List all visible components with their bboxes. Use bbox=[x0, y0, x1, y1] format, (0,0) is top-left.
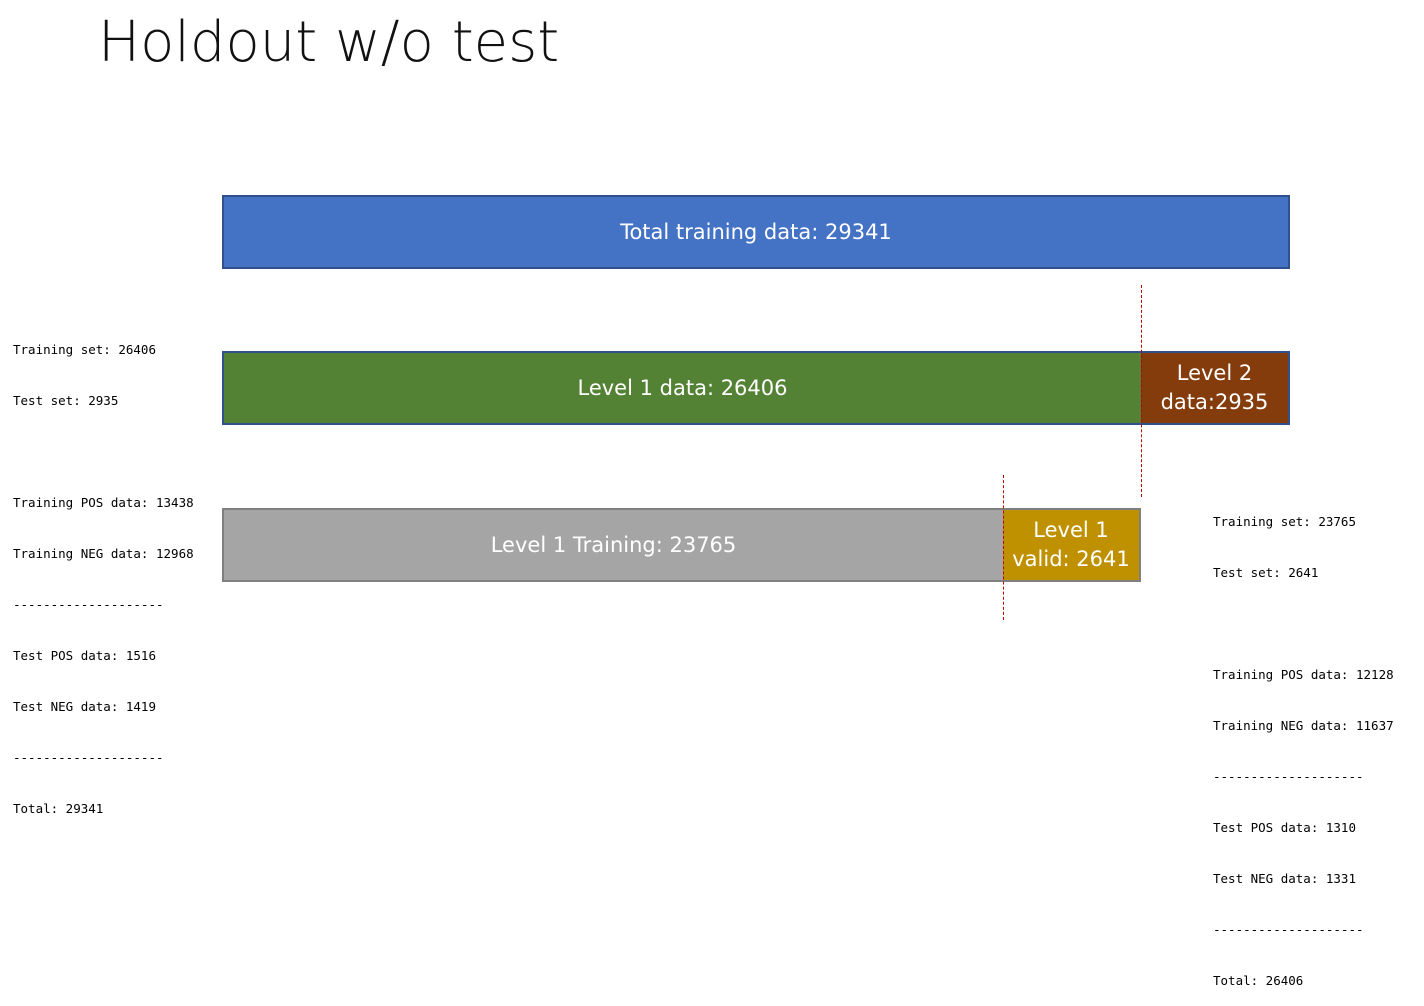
total-training-data-bar: Total training data: 29341 bbox=[222, 195, 1290, 269]
stat-separator: -------------------- bbox=[1213, 922, 1364, 937]
level2-data-bar: Level 2 data:2935 bbox=[1141, 351, 1290, 425]
level1-training-bar: Level 1 Training: 23765 bbox=[222, 508, 1003, 582]
stat-gap bbox=[1213, 615, 1394, 632]
stat-test-set: Test set: 2641 bbox=[1213, 565, 1319, 580]
stat-test-set: Test set: 2935 bbox=[13, 393, 119, 408]
stat-gap bbox=[13, 443, 194, 460]
total-training-data-label: Total training data: 29341 bbox=[620, 219, 892, 244]
stat-training-set: Training set: 23765 bbox=[1213, 514, 1356, 529]
stat-test-pos: Test POS data: 1310 bbox=[1213, 820, 1356, 835]
stat-training-neg: Training NEG data: 12968 bbox=[13, 546, 194, 561]
level2-split-line bbox=[1141, 285, 1142, 497]
page-title: Holdout w/o test bbox=[98, 10, 560, 75]
level1-data-bar: Level 1 data: 26406 bbox=[222, 351, 1141, 425]
stat-training-set: Training set: 26406 bbox=[13, 342, 156, 357]
stat-test-neg: Test NEG data: 1419 bbox=[13, 699, 156, 714]
level1-training-label: Level 1 Training: 23765 bbox=[490, 532, 737, 557]
level2-data-label-line1: Level 2 bbox=[1176, 361, 1253, 385]
level1-training-split-stats: Training set: 23765 Test set: 2641 Train… bbox=[1213, 479, 1394, 1006]
level1-valid-label-line2: valid: 2641 bbox=[1012, 547, 1130, 571]
stat-test-neg: Test NEG data: 1331 bbox=[1213, 871, 1356, 886]
stat-training-pos: Training POS data: 12128 bbox=[1213, 667, 1394, 682]
stat-test-pos: Test POS data: 1516 bbox=[13, 648, 156, 663]
level1-valid-split-line bbox=[1003, 475, 1004, 620]
level2-data-label-line2: data:2935 bbox=[1160, 390, 1269, 414]
level1-valid-label-line1: Level 1 bbox=[1033, 518, 1109, 542]
level1-valid-bar: Level 1 valid: 2641 bbox=[1003, 508, 1141, 582]
stat-separator: -------------------- bbox=[1213, 769, 1364, 784]
stat-separator: -------------------- bbox=[13, 750, 164, 765]
level1-split-stats: Training set: 26406 Test set: 2935 Train… bbox=[13, 307, 194, 834]
level1-data-label: Level 1 data: 26406 bbox=[577, 375, 788, 400]
stat-training-neg: Training NEG data: 11637 bbox=[1213, 718, 1394, 733]
stat-training-pos: Training POS data: 13438 bbox=[13, 495, 194, 510]
stat-total: Total: 26406 bbox=[1213, 973, 1304, 988]
stat-separator: -------------------- bbox=[13, 597, 164, 612]
stat-total: Total: 29341 bbox=[13, 801, 104, 816]
